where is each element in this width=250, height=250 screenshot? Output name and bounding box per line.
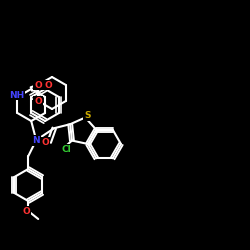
Text: Cl: Cl [62,145,71,154]
Text: S: S [84,111,90,120]
Text: O: O [22,206,30,216]
Text: O: O [41,138,49,147]
Text: O: O [34,96,42,106]
Text: N: N [32,136,40,145]
Text: NH: NH [9,90,24,100]
Text: O: O [34,80,42,90]
Text: O: O [44,80,52,90]
